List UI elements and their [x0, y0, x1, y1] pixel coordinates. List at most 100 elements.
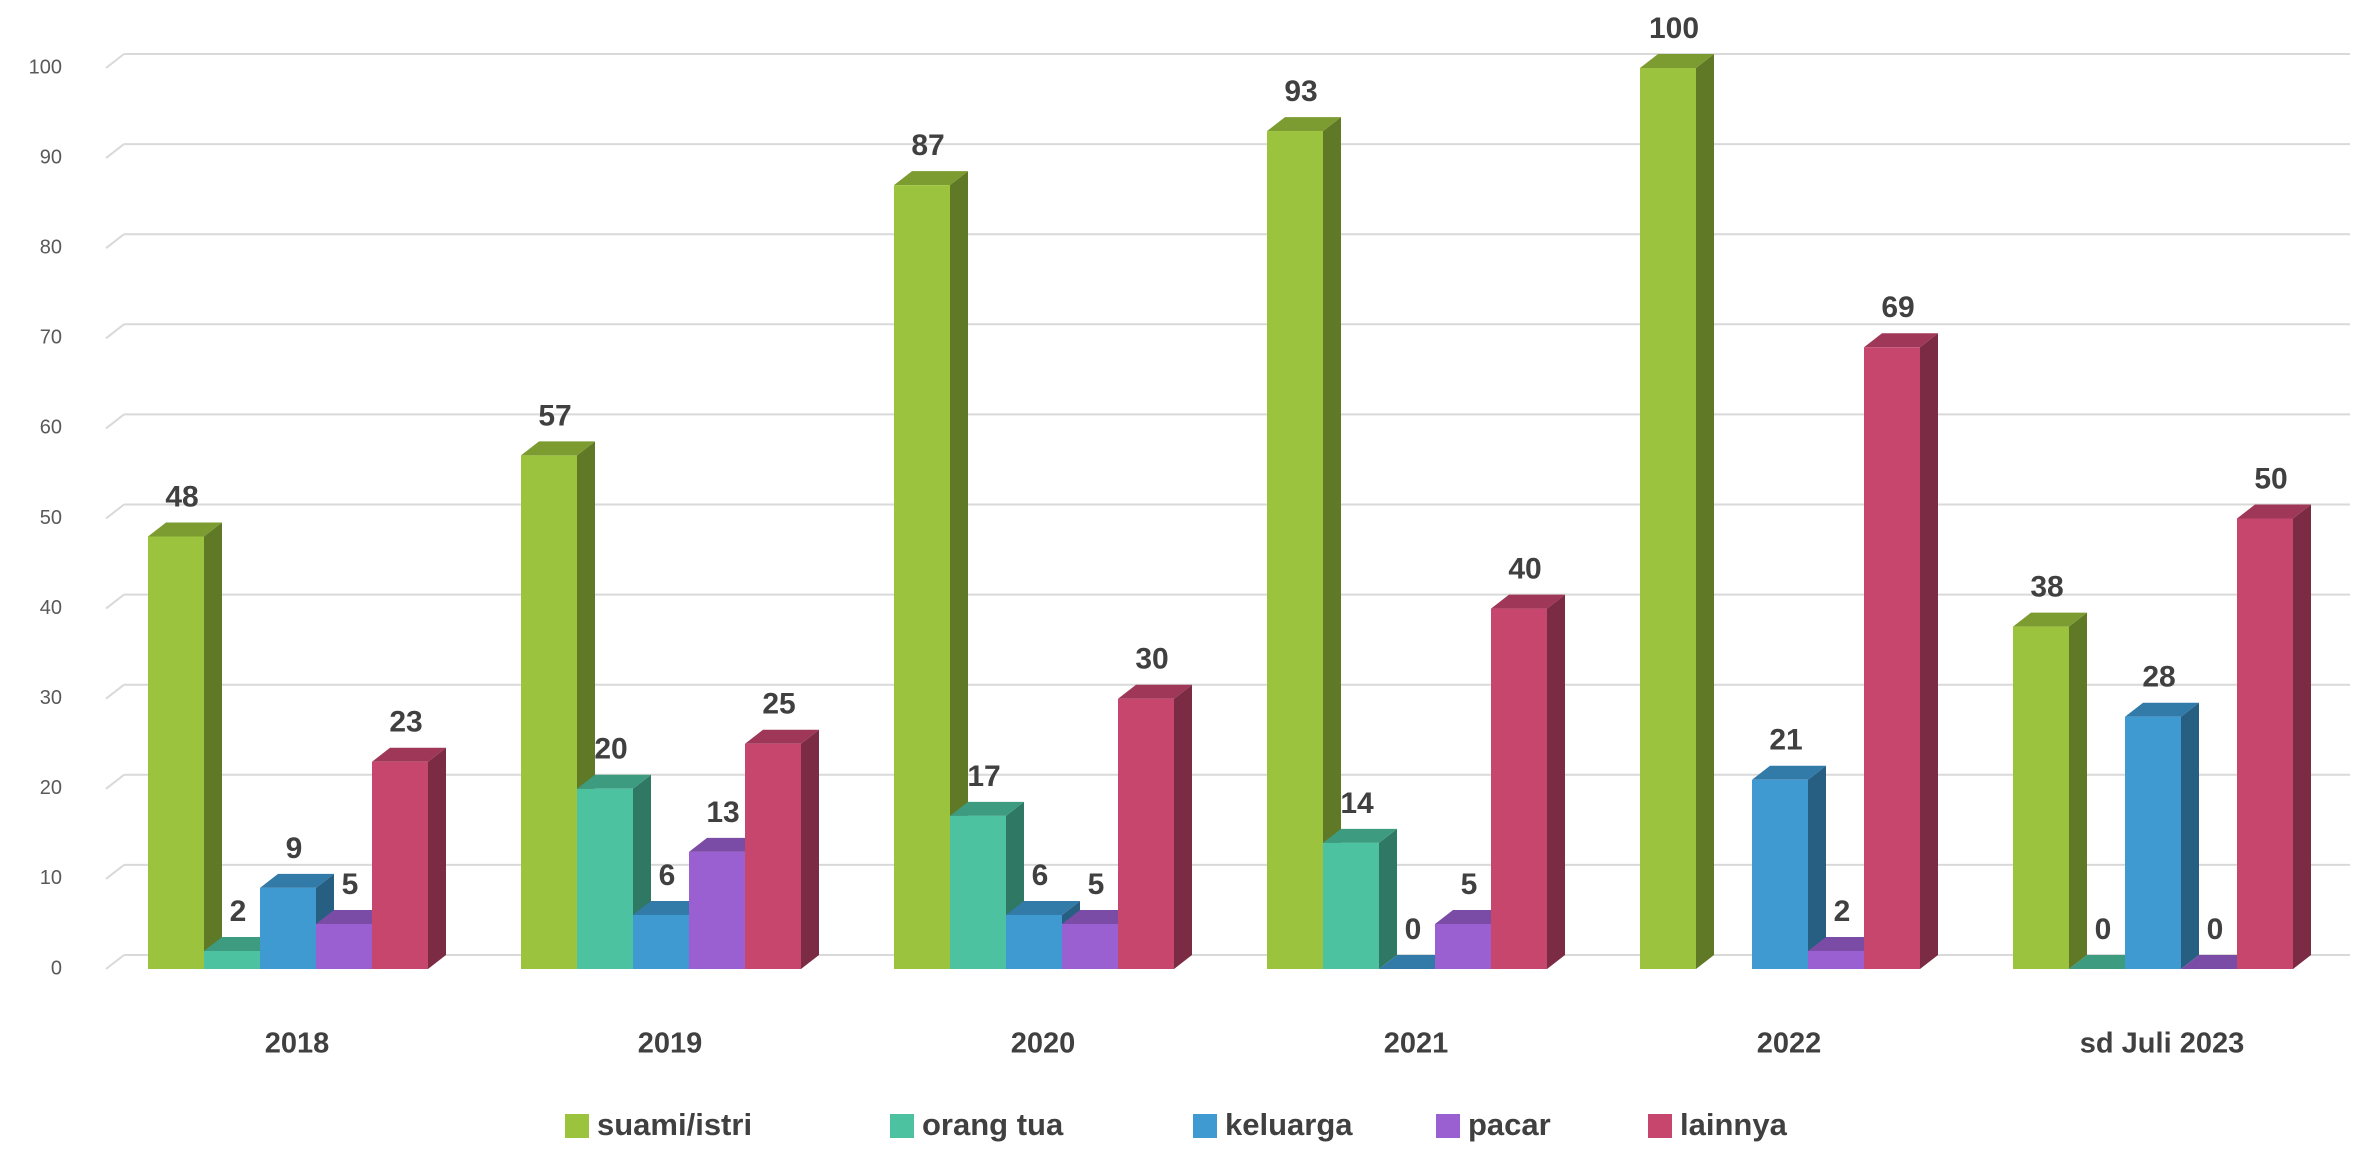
- bar-side: [1696, 54, 1714, 969]
- bar: [633, 914, 689, 969]
- data-label: 57: [538, 399, 571, 432]
- data-label: 23: [389, 706, 422, 739]
- bar-side: [1323, 117, 1341, 969]
- y-tick-label: 40: [40, 597, 62, 619]
- y-tick-label: 50: [40, 507, 62, 529]
- bar: [372, 761, 428, 969]
- bar: [316, 923, 372, 969]
- grid-line-depth: [105, 593, 125, 610]
- data-label: 100: [1649, 12, 1699, 45]
- bar: [1808, 950, 1864, 969]
- bar-top: [2181, 955, 2255, 969]
- data-label: 38: [2030, 571, 2063, 604]
- data-label: 69: [1881, 291, 1914, 324]
- data-label: 5: [342, 868, 359, 901]
- bar: [2013, 626, 2069, 969]
- bar: [2125, 716, 2181, 969]
- bar-top: [372, 747, 446, 762]
- data-label: 28: [2142, 661, 2175, 694]
- bar-side: [801, 729, 819, 969]
- bar-top: [1118, 684, 1192, 699]
- data-label: 0: [2207, 913, 2224, 946]
- y-tick-label: 10: [40, 867, 62, 889]
- data-label: 2: [1834, 895, 1851, 928]
- grid-line-depth: [105, 53, 125, 69]
- bar-side: [428, 747, 446, 969]
- data-label: 14: [1340, 787, 1374, 820]
- data-label: 40: [1508, 553, 1541, 586]
- bar: [204, 950, 260, 969]
- bar-side: [1379, 828, 1397, 969]
- bar: [950, 815, 1006, 969]
- y-tick-label: 0: [51, 957, 62, 979]
- data-label: 20: [594, 733, 627, 766]
- x-tick-label: 2020: [1011, 1028, 1076, 1060]
- bar: [260, 887, 316, 969]
- bar-top: [260, 873, 334, 888]
- y-tick-label: 100: [29, 56, 62, 78]
- bar-top: [2013, 612, 2087, 627]
- bar: [521, 455, 577, 969]
- bar: [1640, 68, 1696, 969]
- bar-top: [1864, 333, 1938, 348]
- bar: [2237, 518, 2293, 969]
- legend-label: lainnya: [1680, 1107, 1788, 1142]
- bar-side: [2069, 612, 2087, 969]
- legend-label: suami/istri: [597, 1107, 752, 1142]
- data-label: 30: [1135, 643, 1168, 676]
- bar-top: [745, 729, 819, 744]
- grid-line-depth: [105, 503, 125, 520]
- y-tick-label: 60: [40, 417, 62, 439]
- bar-top: [1379, 955, 1453, 969]
- legend-label: keluarga: [1225, 1107, 1353, 1142]
- bar-top: [1006, 900, 1080, 915]
- grid-line-depth: [105, 774, 125, 790]
- bar-top: [1323, 828, 1397, 843]
- bar-side: [204, 522, 222, 969]
- bar-top: [689, 837, 763, 852]
- data-label: 25: [762, 688, 795, 721]
- y-tick-label: 30: [40, 687, 62, 709]
- bar-top: [148, 522, 222, 537]
- bar: [1118, 698, 1174, 969]
- legend-swatch: [890, 1114, 914, 1138]
- data-label: 93: [1284, 75, 1317, 108]
- bar-top: [577, 774, 651, 789]
- legend-swatch: [1193, 1114, 1217, 1138]
- bar: [1864, 347, 1920, 969]
- legend-swatch: [1436, 1114, 1460, 1138]
- bar-top: [521, 441, 595, 456]
- y-tick-label: 70: [40, 327, 62, 349]
- bar-side: [1808, 765, 1826, 969]
- grid-line-depth: [105, 143, 125, 159]
- bar: [1491, 608, 1547, 969]
- bar: [1435, 923, 1491, 969]
- bar-side: [2293, 504, 2311, 969]
- data-label: 0: [2095, 913, 2112, 946]
- data-label: 5: [1461, 868, 1478, 901]
- y-tick-label: 20: [40, 777, 62, 799]
- grid-line-depth: [105, 683, 125, 700]
- grid-line-depth: [105, 954, 125, 970]
- bar-side: [950, 171, 968, 969]
- legend-swatch: [565, 1114, 589, 1138]
- bar-top: [633, 900, 707, 915]
- data-label: 48: [165, 480, 198, 513]
- bar-side: [2181, 702, 2199, 969]
- bar: [148, 536, 204, 969]
- data-label: 13: [706, 796, 739, 829]
- data-label: 2: [230, 895, 247, 928]
- bar: [577, 788, 633, 969]
- y-tick-label: 90: [40, 146, 62, 168]
- bar-top: [2237, 504, 2311, 519]
- grid-line-depth: [105, 323, 125, 340]
- x-tick-label: 2018: [265, 1028, 330, 1060]
- bar-top: [1267, 117, 1341, 132]
- bar-top: [2069, 955, 2143, 969]
- bar-top: [894, 171, 968, 186]
- x-tick-label: sd Juli 2023: [2080, 1028, 2244, 1060]
- bar-top: [1491, 594, 1565, 609]
- bar-top: [1062, 909, 1136, 924]
- bar-side: [1174, 684, 1192, 969]
- x-tick-label: 2022: [1757, 1028, 1822, 1060]
